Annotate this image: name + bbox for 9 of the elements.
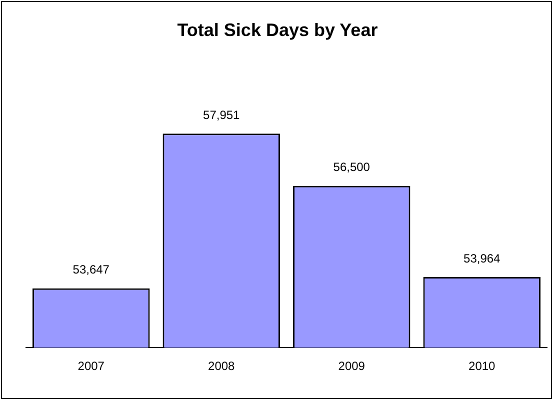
chart-title: Total Sick Days by Year [176, 20, 379, 41]
data-label: 53,964 [464, 251, 501, 266]
data-label: 56,500 [333, 160, 370, 174]
x-tick-label: 2010 [468, 359, 496, 374]
x-tick-label: 2008 [208, 359, 236, 374]
x-tick-label: 2009 [338, 359, 366, 374]
data-label: 53,647 [72, 262, 110, 277]
x-tick-label: 2007 [78, 359, 105, 374]
data-label: 57,951 [203, 108, 240, 122]
